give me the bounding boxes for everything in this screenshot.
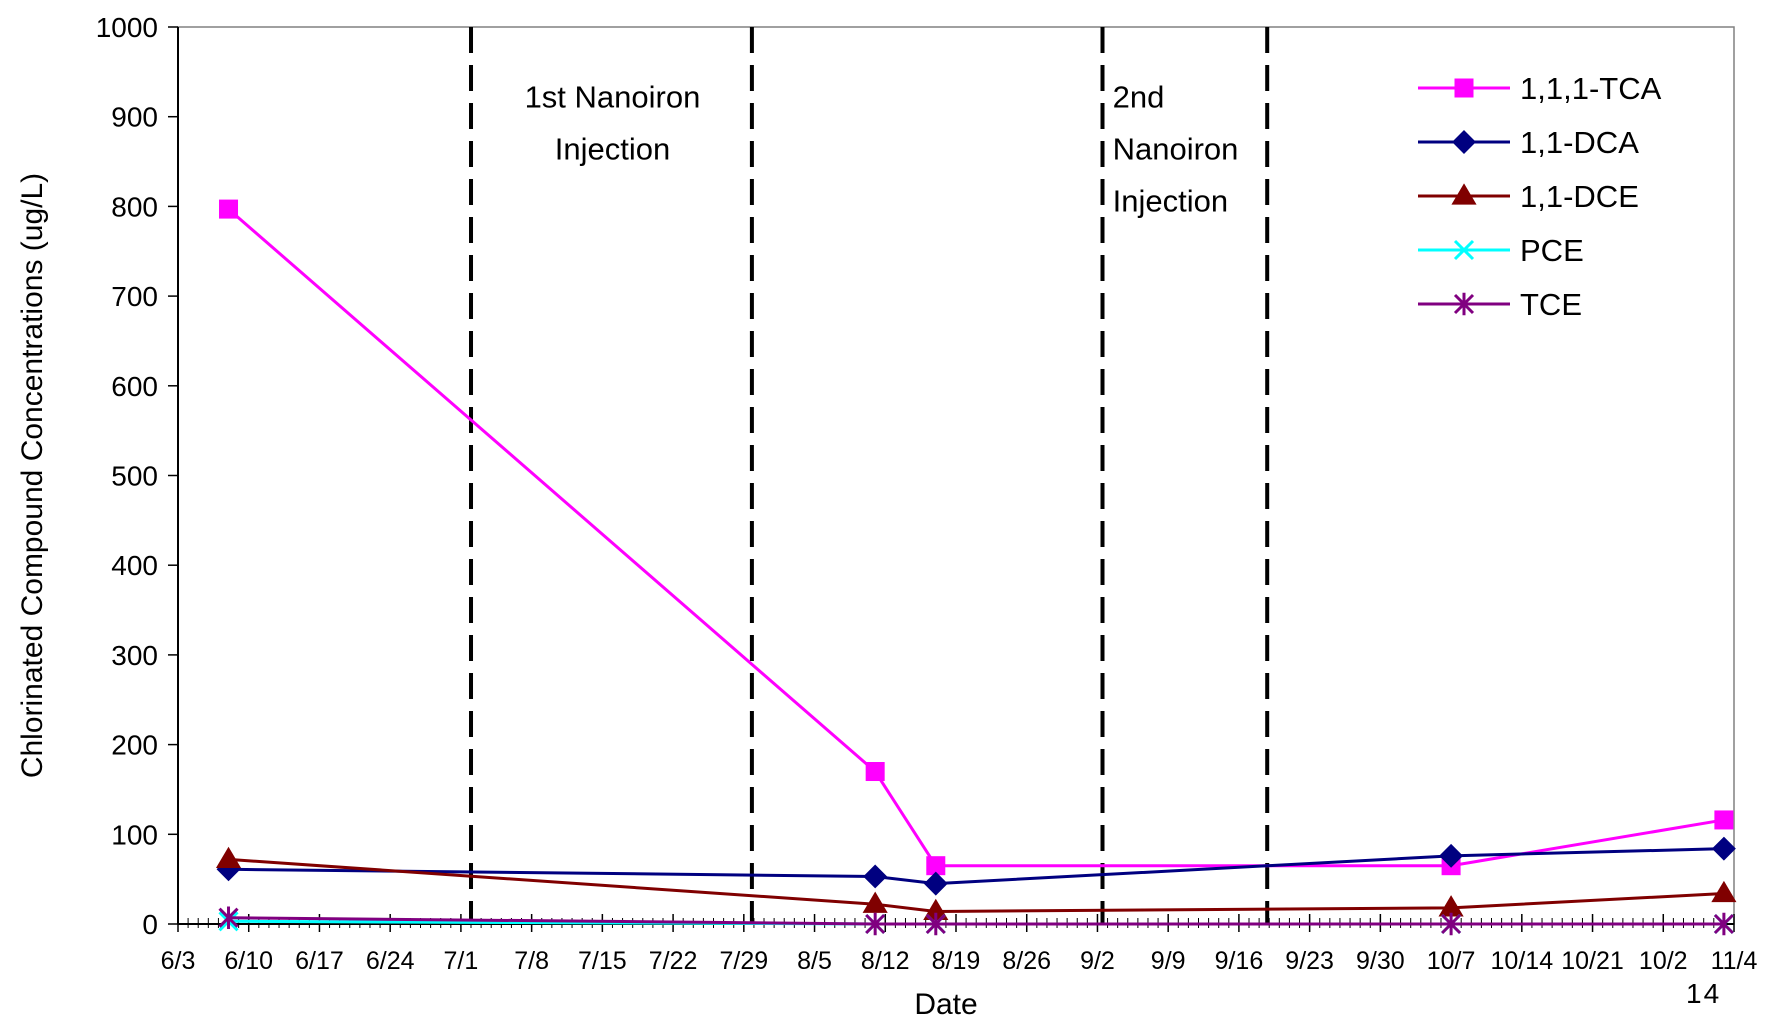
x-tick-label: 10/21: [1561, 947, 1624, 975]
injection-annotation-line: 2nd: [1113, 79, 1165, 114]
x-tick-label: 7/8: [514, 947, 549, 975]
injection-annotation-line: Nanoiron: [1113, 131, 1239, 166]
data-point-1-1-dce: [215, 846, 242, 869]
data-point-tce: [1713, 912, 1734, 936]
plot-area-border: [177, 26, 1735, 925]
x-axis-title: Date: [914, 988, 977, 1021]
x-tick-label: 10/7: [1427, 947, 1476, 975]
legend-label: TCE: [1520, 287, 1582, 322]
x-tick-label: 9/2: [1080, 947, 1115, 975]
x-tick-label: 10/14: [1491, 947, 1554, 975]
legend-label: 1,1-DCE: [1520, 179, 1639, 214]
y-tick-label: 400: [111, 550, 158, 581]
injection-annotation-line: Injection: [555, 131, 670, 166]
data-point-tce: [865, 912, 886, 936]
legend-marker: [1454, 78, 1474, 98]
legend-marker: [1451, 183, 1477, 205]
data-point-1-1-dca: [923, 871, 948, 896]
x-tick-label: 8/12: [861, 947, 910, 975]
series-line-1-1-dce: [228, 857, 1724, 913]
y-tick-label: 1000: [96, 12, 158, 43]
y-tick-label: 0: [142, 909, 158, 940]
y-axis-title: Chlorinated Compound Concentrations (ug/…: [16, 173, 49, 778]
x-tick-label: 6/17: [295, 947, 344, 975]
data-point-1-1-dce: [862, 891, 888, 913]
y-tick-label: 300: [111, 640, 158, 671]
y-tick-label: 800: [111, 191, 158, 222]
x-tick-label: 7/22: [649, 947, 698, 975]
x-tick-label: 8/19: [932, 947, 981, 975]
data-point-1-1-1-tca: [1714, 810, 1734, 830]
x-tick-label: 9/30: [1356, 947, 1405, 975]
data-point-1-1-1-tca: [865, 762, 885, 782]
x-tick-label: 9/23: [1285, 947, 1334, 975]
x-tick-label: 8/26: [1002, 947, 1051, 975]
y-tick-label: 900: [111, 102, 158, 133]
data-point-tce: [218, 906, 239, 929]
data-point-1-1-dca: [863, 864, 888, 889]
x-tick-label: 10/2: [1639, 947, 1688, 975]
y-tick-label: 700: [111, 281, 158, 312]
injection-annotation-line: 1st Nanoiron: [525, 79, 701, 114]
x-tick-label: 7/1: [444, 947, 479, 975]
x-tick-label: 8/5: [797, 947, 832, 975]
series-line-1-1-1-tca: [227, 207, 1725, 868]
y-tick-label: 500: [111, 461, 158, 492]
data-point-tce: [1441, 912, 1462, 936]
injection-annotation-line: Injection: [1113, 183, 1228, 218]
x-tick-label: 11/4: [1711, 947, 1758, 975]
data-point-1-1-1-tca: [219, 199, 239, 219]
legend-marker: [1453, 292, 1475, 316]
data-point-tce: [925, 912, 946, 936]
y-tick-label: 200: [111, 730, 158, 761]
data-point-1-1-dca: [1439, 843, 1464, 868]
y-tick-label: 600: [111, 371, 158, 402]
legend-marker: [1453, 239, 1475, 261]
legend-label: 1,1-DCA: [1520, 125, 1639, 160]
x-tick-label: 7/29: [719, 947, 768, 975]
y-tick-label: 100: [111, 819, 158, 850]
x-tick-label: 6/10: [224, 947, 273, 975]
legend-label: 1,1,1-TCA: [1520, 71, 1662, 106]
x-tick-label: 7/15: [578, 947, 627, 975]
page-number: 14: [1686, 978, 1722, 1009]
data-point-1-1-dca: [1711, 836, 1736, 861]
legend-marker: [1452, 130, 1476, 154]
legend-label: PCE: [1520, 233, 1584, 268]
x-tick-label: 9/16: [1215, 947, 1264, 975]
x-tick-label: 9/9: [1151, 947, 1186, 975]
data-point-1-1-dce: [1711, 880, 1737, 903]
x-tick-label: 6/3: [161, 947, 196, 975]
x-tick-label: 6/24: [366, 947, 415, 975]
